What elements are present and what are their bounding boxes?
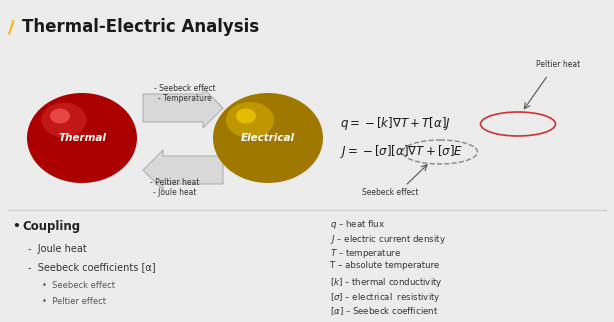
Text: •: • — [12, 220, 20, 233]
Text: /: / — [8, 18, 15, 36]
Text: - Joule heat: - Joule heat — [154, 188, 196, 197]
Text: - Temperature: - Temperature — [158, 94, 212, 103]
Ellipse shape — [226, 102, 274, 138]
Text: [$\sigma$] – electrical  resistivity: [$\sigma$] – electrical resistivity — [330, 290, 441, 304]
Text: Peltier heat: Peltier heat — [536, 60, 580, 69]
Ellipse shape — [27, 93, 137, 183]
Text: Seebeck effect: Seebeck effect — [362, 188, 418, 197]
Text: Electrical: Electrical — [241, 133, 295, 143]
Text: [$\alpha$] – Seebeck coefficient: [$\alpha$] – Seebeck coefficient — [330, 305, 438, 317]
Ellipse shape — [50, 109, 70, 124]
Text: $q = -[k]\nabla T + T[\alpha]J$: $q = -[k]\nabla T + T[\alpha]J$ — [340, 115, 451, 132]
Text: $[k]$ – thermal conductivity: $[k]$ – thermal conductivity — [330, 276, 443, 289]
Text: $q$ – heat flux: $q$ – heat flux — [330, 218, 385, 231]
FancyArrow shape — [143, 150, 223, 190]
FancyArrow shape — [143, 88, 223, 128]
Text: $J = -[\sigma][\alpha]\nabla T + [\sigma]E$: $J = -[\sigma][\alpha]\nabla T + [\sigma… — [340, 143, 463, 160]
Text: $T$ – temperature: $T$ – temperature — [330, 247, 401, 260]
Ellipse shape — [42, 102, 87, 137]
Text: -  Joule heat: - Joule heat — [28, 244, 87, 254]
Text: •  Seebeck effect: • Seebeck effect — [42, 281, 115, 290]
Text: -  Seebeck coefficients [α]: - Seebeck coefficients [α] — [28, 262, 155, 272]
Text: •  Peltier effect: • Peltier effect — [42, 297, 106, 306]
Text: Thermal-Electric Analysis: Thermal-Electric Analysis — [22, 18, 259, 36]
Text: T – absolute temperature: T – absolute temperature — [330, 261, 439, 270]
Ellipse shape — [236, 109, 256, 124]
Text: $J$ – electric current density: $J$ – electric current density — [330, 232, 446, 245]
Text: - Peltier heat: - Peltier heat — [150, 178, 200, 187]
Text: Thermal: Thermal — [58, 133, 106, 143]
Ellipse shape — [213, 93, 323, 183]
Text: Coupling: Coupling — [22, 220, 80, 233]
Text: - Seebeck effect: - Seebeck effect — [154, 84, 216, 93]
